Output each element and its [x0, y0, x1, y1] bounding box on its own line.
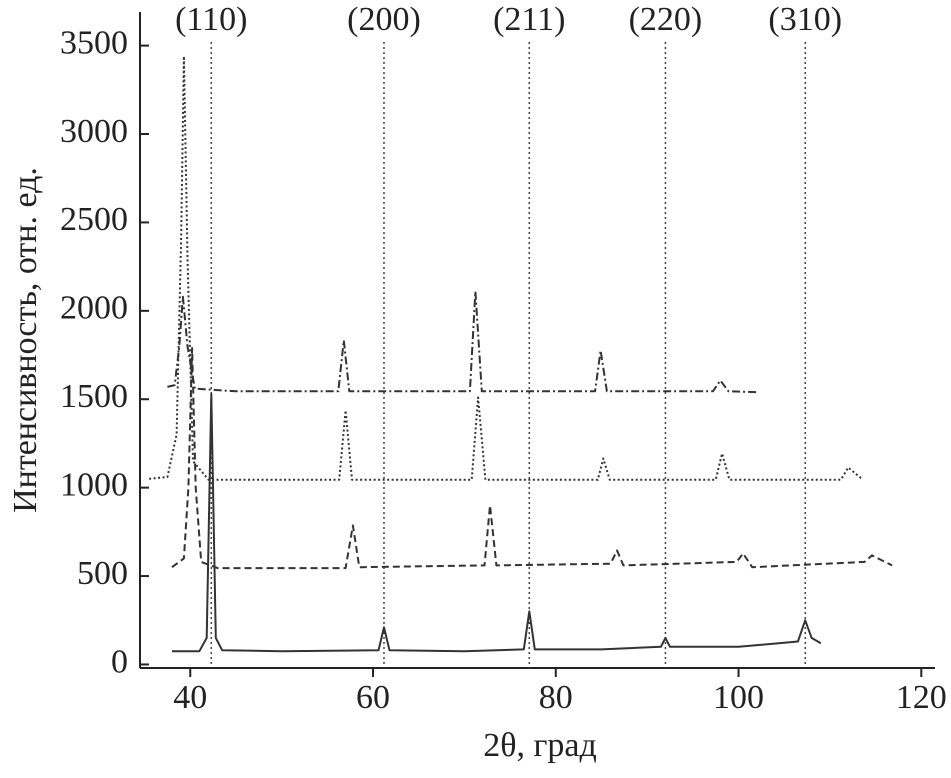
- y-tick-label: 2500: [60, 201, 128, 238]
- intensity-curve: [172, 392, 822, 653]
- y-axis-label: Интенсивность, отн. ед.: [7, 167, 44, 513]
- y-tick-label: 0: [111, 643, 128, 680]
- x-tick-label: 60: [356, 679, 390, 716]
- y-tick-label: 3000: [60, 113, 128, 150]
- y-tick-label: 1000: [60, 466, 128, 503]
- intensity-curve: [171, 347, 893, 570]
- intensity-curve: [167, 290, 757, 394]
- y-tick-label: 500: [77, 555, 128, 592]
- x-tick-label: 120: [896, 679, 947, 716]
- reflection-label: (310): [768, 1, 842, 38]
- x-axis-label: 2θ, град: [483, 727, 597, 764]
- reflection-label: (220): [629, 1, 703, 38]
- intensity-curve: [149, 55, 863, 481]
- reflection-label: (211): [493, 1, 565, 38]
- x-tick-label: 100: [713, 679, 764, 716]
- y-tick-label: 1500: [60, 378, 128, 415]
- x-tick-label: 40: [173, 679, 207, 716]
- x-tick-label: 80: [539, 679, 573, 716]
- reflection-label: (200): [347, 1, 421, 38]
- y-tick-label: 2000: [60, 290, 128, 327]
- reflection-label: (110): [175, 1, 247, 38]
- y-tick-label: 3500: [60, 24, 128, 61]
